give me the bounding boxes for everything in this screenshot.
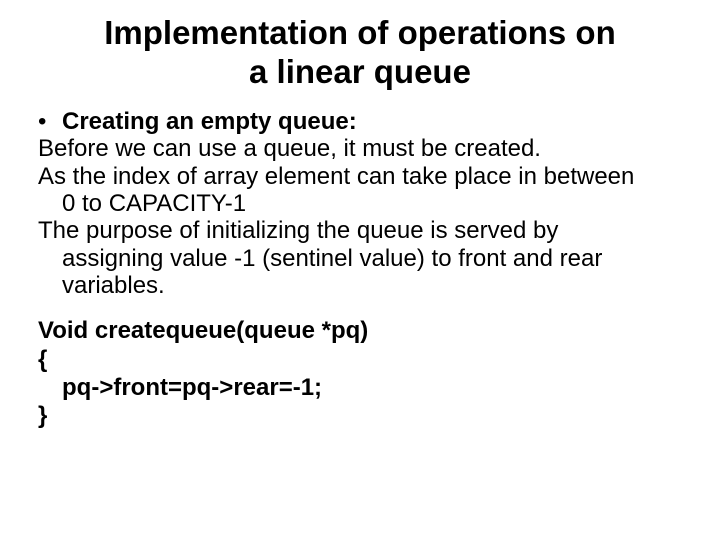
code-block: Void createqueue(queue *pq) { pq->front=… — [38, 317, 682, 430]
bullet-text: Creating an empty queue: — [62, 108, 682, 135]
paragraph-3b: assigning value -1 (sentinel value) to f… — [38, 245, 682, 272]
code-line-3: pq->front=pq->rear=-1; — [38, 374, 682, 402]
paragraph-2b: 0 to CAPACITY-1 — [38, 190, 682, 217]
paragraph-3c: variables. — [38, 272, 682, 299]
paragraph-1: Before we can use a queue, it must be cr… — [38, 135, 682, 162]
bullet-item: • Creating an empty queue: — [38, 108, 682, 135]
bullet-dot-icon: • — [38, 108, 62, 135]
code-line-1: Void createqueue(queue *pq) — [38, 317, 682, 345]
spacer — [38, 299, 682, 317]
paragraph-3a: The purpose of initializing the queue is… — [38, 217, 682, 244]
paragraph-2a: As the index of array element can take p… — [38, 163, 682, 190]
title-line-1: Implementation of operations on — [104, 14, 616, 51]
title-line-2: a linear queue — [249, 53, 471, 90]
slide-title: Implementation of operations on a linear… — [38, 14, 682, 92]
code-line-4: } — [38, 402, 682, 430]
code-line-2: { — [38, 346, 682, 374]
slide: Implementation of operations on a linear… — [0, 0, 720, 540]
slide-body: • Creating an empty queue: Before we can… — [38, 108, 682, 431]
